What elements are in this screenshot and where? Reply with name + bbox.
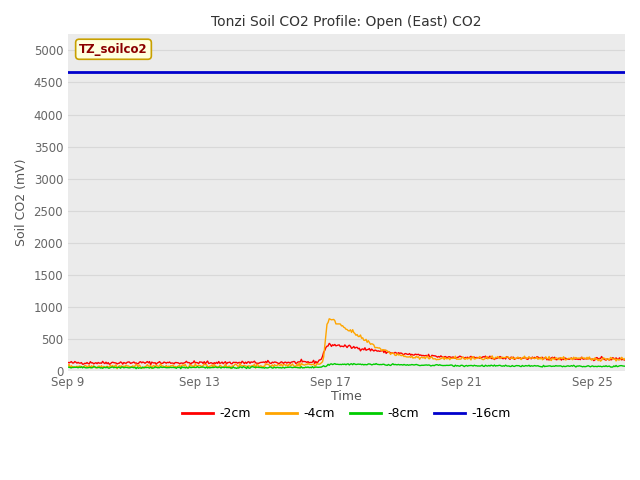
X-axis label: Time: Time: [331, 390, 362, 403]
Text: TZ_soilco2: TZ_soilco2: [79, 43, 148, 56]
Legend: -2cm, -4cm, -8cm, -16cm: -2cm, -4cm, -8cm, -16cm: [177, 403, 516, 425]
Y-axis label: Soil CO2 (mV): Soil CO2 (mV): [15, 159, 28, 246]
Title: Tonzi Soil CO2 Profile: Open (East) CO2: Tonzi Soil CO2 Profile: Open (East) CO2: [211, 15, 482, 29]
